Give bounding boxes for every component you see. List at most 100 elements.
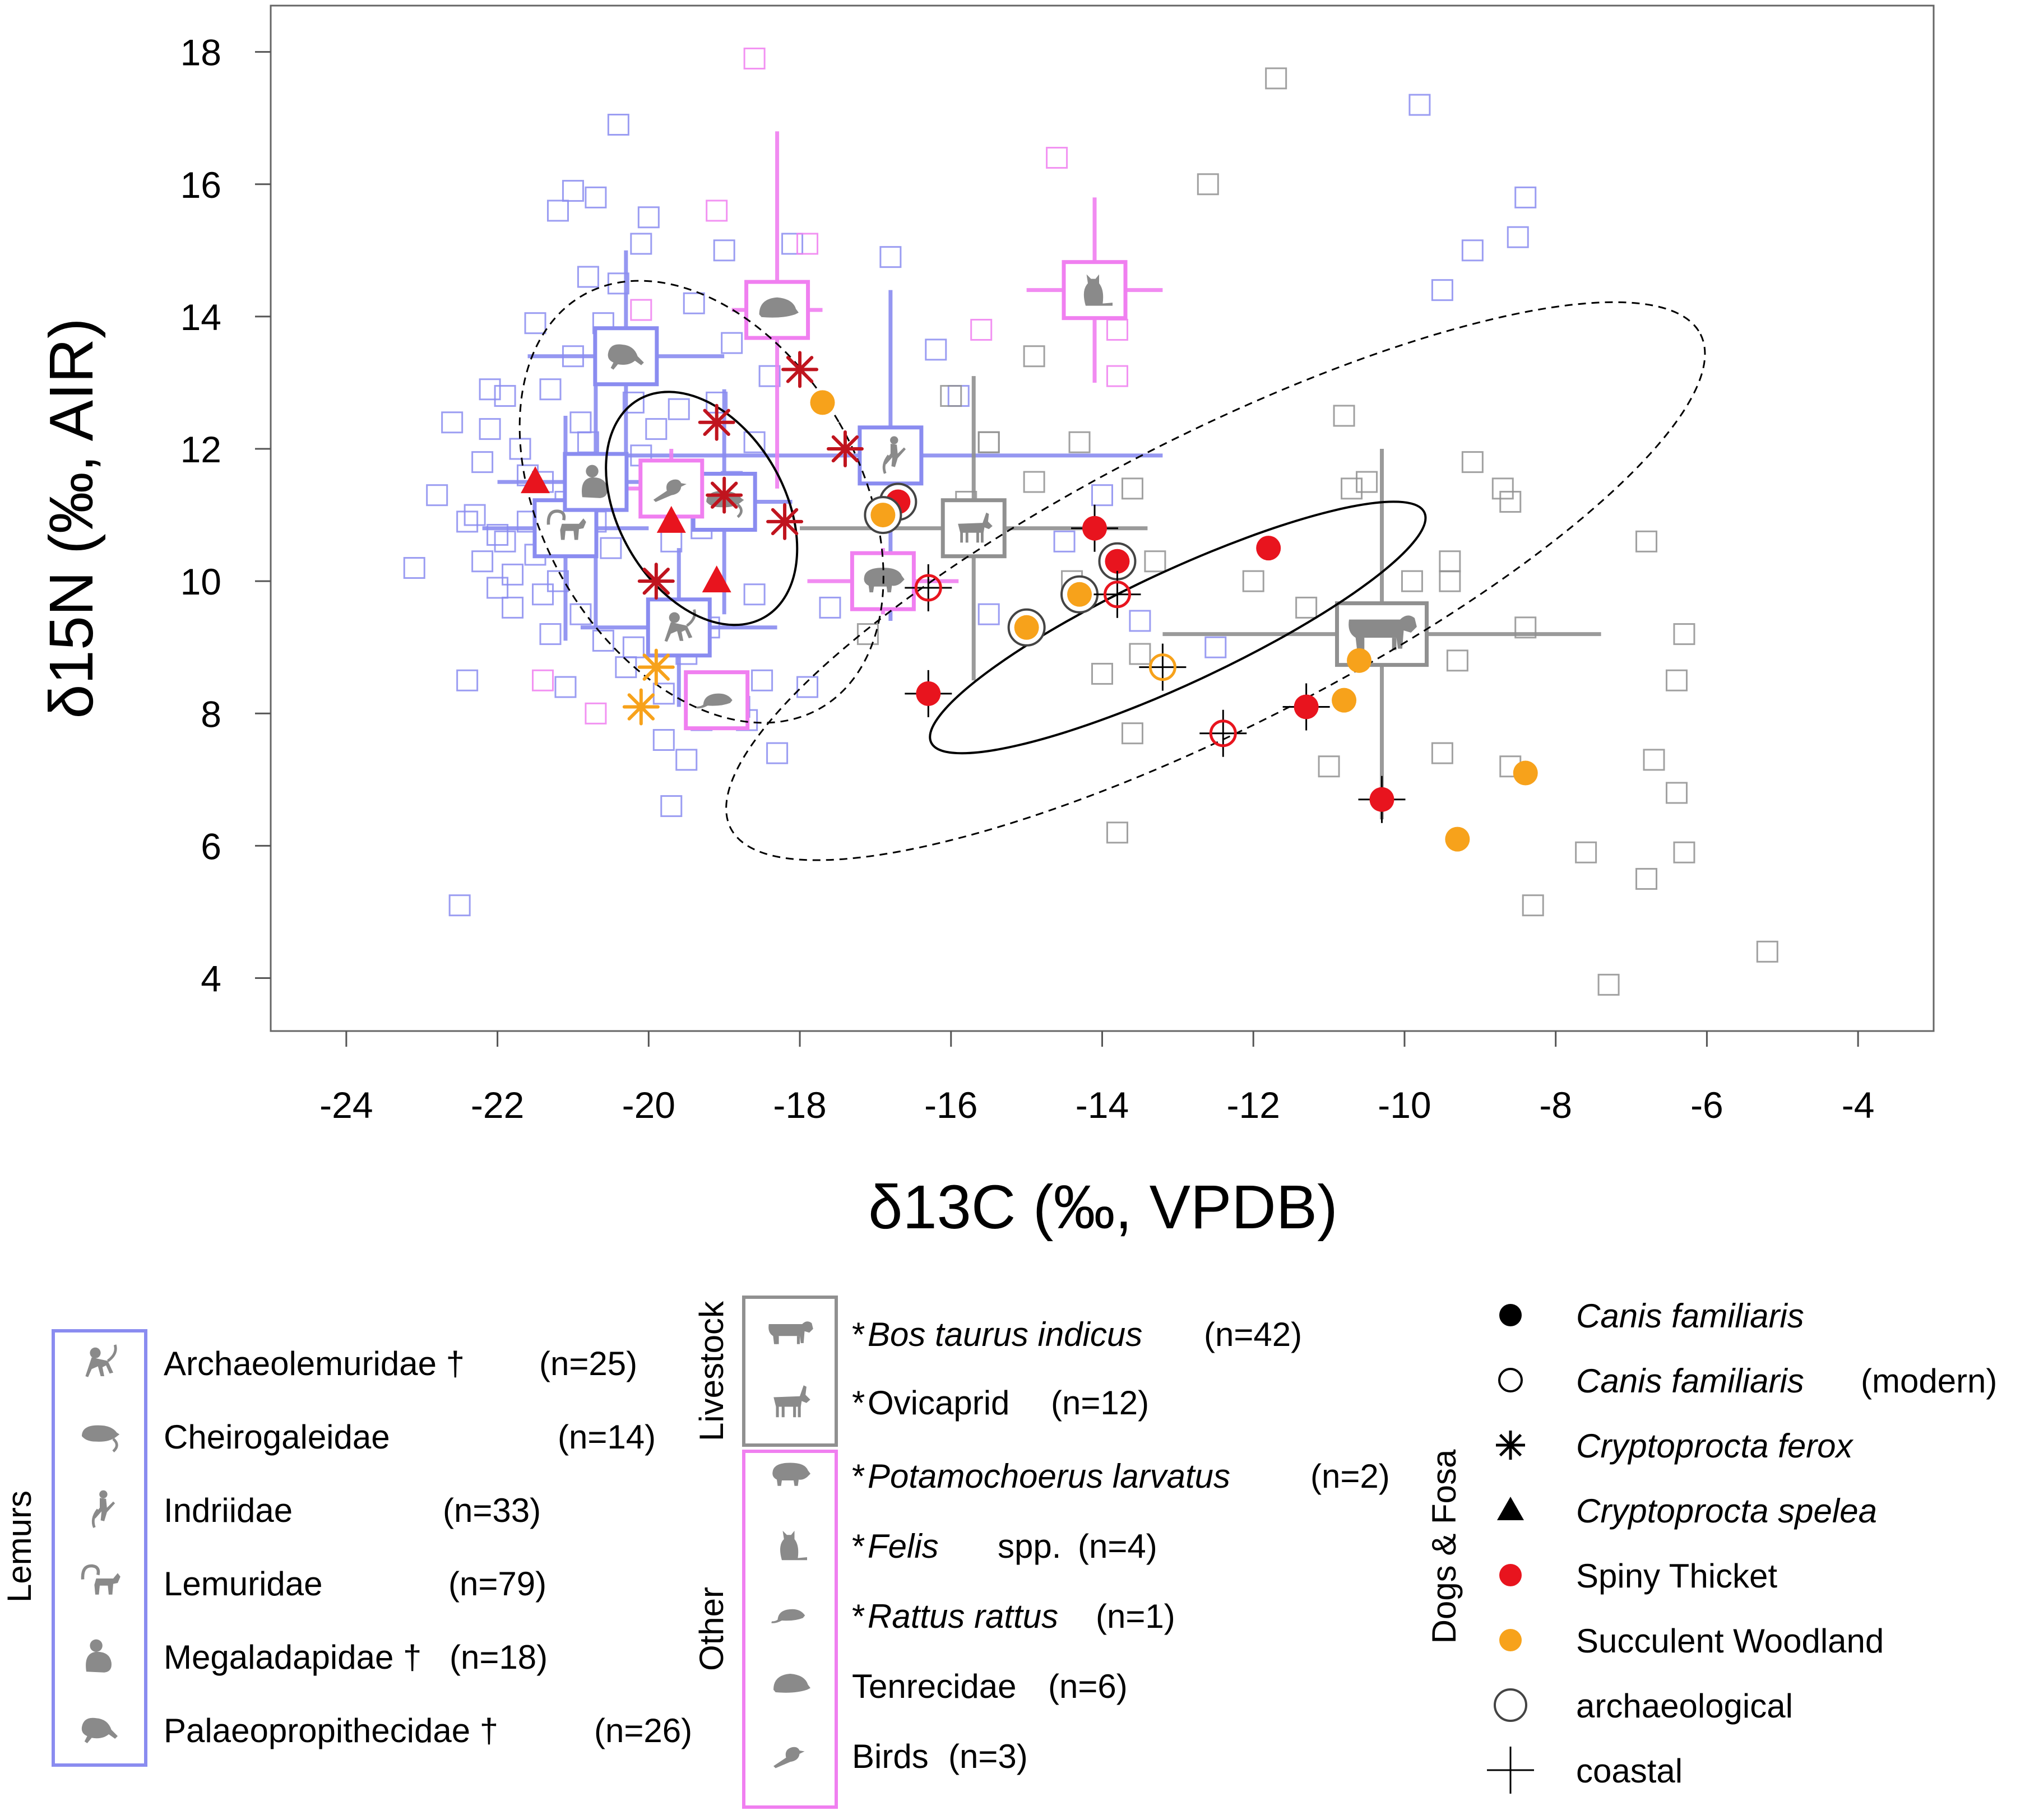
lemuridae-ringtail-lemur-icon bbox=[546, 509, 586, 540]
axes: -24 -22 -20 -18 -16 -14 -12 -10 -8 -6 -4 4 6 8 10 12 14 1… bbox=[37, 4, 1935, 1242]
lemur-point bbox=[1053, 530, 1076, 552]
ring-legend-symbol bbox=[1494, 1688, 1527, 1722]
y-tick-label: 18 bbox=[180, 32, 221, 73]
megaladapidae-koala-lemur-icon-part bbox=[586, 465, 599, 478]
legend-star: * bbox=[852, 1598, 865, 1635]
other-legend-count: (n=4) bbox=[1078, 1527, 1157, 1565]
bos-taurus-indicus-cow-icon-part bbox=[1349, 615, 1417, 651]
livestock-point bbox=[1106, 821, 1128, 844]
lemur-point bbox=[766, 742, 789, 764]
megaladapidae-koala-lemur-icon-part bbox=[582, 477, 608, 498]
lemur-point bbox=[781, 233, 804, 255]
lemur-point bbox=[539, 378, 562, 401]
ovicaprid-goat-icon-part bbox=[960, 532, 963, 543]
goat-icon-part bbox=[781, 1405, 785, 1418]
livestock-point bbox=[1091, 662, 1113, 685]
lemur-legend-label: Indriidae bbox=[164, 1492, 293, 1529]
lemur-point bbox=[403, 557, 425, 579]
asterisk-stroke bbox=[627, 693, 655, 721]
cryptoprocta-ferox-point bbox=[706, 476, 743, 514]
livestock-point bbox=[1242, 570, 1264, 592]
other-point bbox=[796, 233, 819, 255]
dog-marker bbox=[1294, 694, 1319, 719]
cryptoprocta-ferox-point bbox=[698, 403, 735, 441]
lemur-point bbox=[562, 180, 584, 202]
dog-marker bbox=[1014, 615, 1039, 640]
other-legend-count: (n=1) bbox=[1096, 1598, 1175, 1635]
lemur-point bbox=[494, 385, 516, 407]
felis-spp-cat-icon bbox=[1083, 274, 1113, 306]
palaeopropithecidae-mean-marker bbox=[593, 326, 659, 387]
tenrec-icon-part bbox=[773, 1674, 810, 1693]
dogs-fosa-legend-label: coastal bbox=[1576, 1752, 1683, 1790]
lemur-point bbox=[607, 272, 629, 295]
x-tick-label: -12 bbox=[1227, 1084, 1280, 1126]
legend-star: * bbox=[852, 1384, 865, 1422]
cow-icon-part bbox=[768, 1321, 813, 1344]
y-tick-label: 10 bbox=[180, 561, 221, 602]
x-tick-label: -20 bbox=[622, 1084, 675, 1126]
livestock-point bbox=[1023, 345, 1045, 368]
canis-familiaris-point bbox=[1513, 760, 1538, 786]
canis-familiaris-point bbox=[1007, 608, 1046, 647]
lemur-point bbox=[456, 669, 479, 691]
lemur-legend-label: Palaeopropithecidae † bbox=[164, 1712, 498, 1749]
lemur-point bbox=[486, 524, 509, 546]
livestock-point bbox=[1491, 477, 1514, 500]
livestock-point bbox=[1439, 570, 1461, 592]
cow-icon bbox=[768, 1321, 813, 1344]
y-tick-label: 16 bbox=[180, 164, 221, 206]
ovicaprid-goat-icon-part bbox=[958, 512, 993, 533]
dogs-fosa-legend-label: Cryptoprocta ferox bbox=[1576, 1427, 1854, 1465]
felis-spp-cat-icon-part bbox=[1083, 274, 1113, 306]
livestock-point bbox=[1197, 173, 1219, 196]
dogs-fosa-legend-label: Cryptoprocta spelea bbox=[1576, 1492, 1877, 1530]
lemur-point bbox=[479, 378, 501, 401]
lemur-legend-label: Megaladapidae † bbox=[164, 1638, 421, 1676]
monkey-icon bbox=[85, 1344, 117, 1377]
livestock-point bbox=[1514, 616, 1537, 639]
bushpig-icon bbox=[772, 1462, 810, 1486]
other-point bbox=[630, 299, 652, 321]
dog-marker bbox=[916, 681, 941, 706]
lemur-legend-label: Cheirogaleidae bbox=[164, 1418, 390, 1456]
goat-icon-part bbox=[798, 1405, 801, 1418]
lemur-point bbox=[751, 669, 773, 691]
other-legend-title: Other bbox=[693, 1587, 730, 1671]
livestock-point bbox=[977, 431, 1000, 453]
other-legend-label: Birds bbox=[852, 1738, 929, 1775]
lemur-legend-label: Archaeolemuridae † bbox=[164, 1345, 465, 1382]
indriidae-sifaka-icon-part bbox=[883, 444, 906, 467]
canis-familiaris-point bbox=[1060, 575, 1099, 614]
indriidae-sifaka-icon-part bbox=[890, 436, 898, 444]
rat-icon-part bbox=[771, 1609, 805, 1623]
y-tick-label: 14 bbox=[180, 296, 221, 338]
lemur-point bbox=[977, 603, 1000, 625]
livestock-point bbox=[1265, 67, 1287, 90]
monkey-icon-part bbox=[90, 1347, 101, 1358]
solid-ellipse-1 bbox=[605, 391, 799, 626]
x-tick-label: -16 bbox=[924, 1084, 977, 1126]
palaeopropithecidae-sloth-lemur-icon bbox=[608, 344, 644, 370]
sifaka-icon-part bbox=[91, 1508, 99, 1528]
other-legend-box bbox=[742, 1450, 838, 1809]
lemur-legend-count: (n=18) bbox=[450, 1638, 548, 1676]
cryptoprocta-spelea-point bbox=[521, 466, 550, 494]
lemur-point bbox=[448, 894, 471, 917]
ovicaprid-goat-icon-part bbox=[965, 532, 969, 543]
other-legend-suffix: spp. bbox=[998, 1527, 1061, 1565]
tenrecidae-tenrec-icon bbox=[759, 297, 799, 318]
koala-lemur-icon-part bbox=[86, 1651, 112, 1673]
modern-dog-marker bbox=[1148, 653, 1176, 681]
lemur-point bbox=[592, 629, 614, 652]
bos-taurus-indicus-cow-icon-part bbox=[1392, 638, 1397, 651]
archaeolemuridae-monkey-icon-part bbox=[664, 622, 693, 642]
x-tick-label: -8 bbox=[1539, 1084, 1572, 1126]
canis-familiaris-point bbox=[1139, 643, 1187, 691]
cryptoprocta-ferox-point bbox=[766, 503, 804, 540]
livestock-legend-label: Bos taurus indicus bbox=[868, 1316, 1142, 1353]
livestock-legend-title: Livestock bbox=[693, 1301, 730, 1441]
dog-marker bbox=[1332, 688, 1357, 713]
lemur-point bbox=[539, 623, 562, 646]
asterisk-stroke bbox=[771, 508, 799, 536]
